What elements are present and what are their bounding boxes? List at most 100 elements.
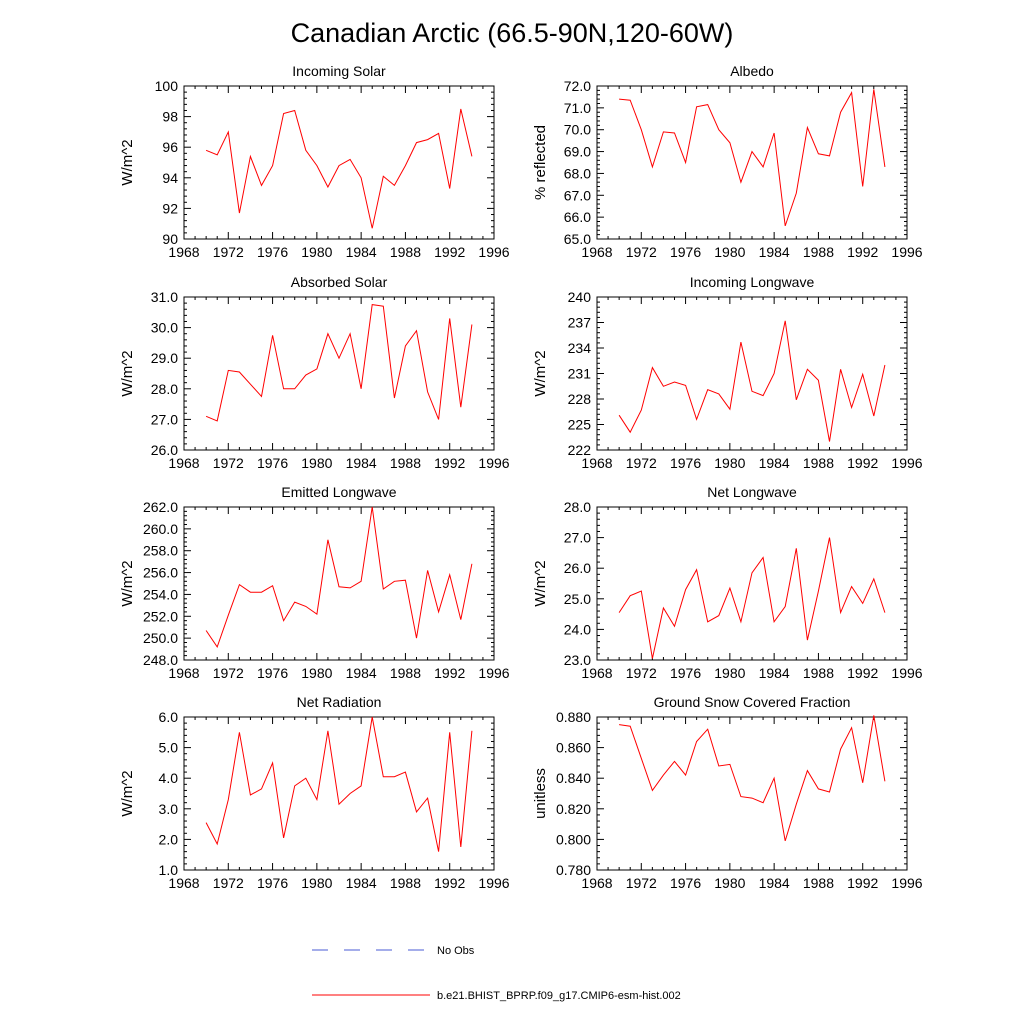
x-tick-label: 1984 xyxy=(346,875,377,891)
y-tick-label: 67.0 xyxy=(564,187,591,203)
x-tick-label: 1996 xyxy=(891,665,922,681)
x-tick-label: 1996 xyxy=(478,244,509,260)
series-line xyxy=(619,89,886,227)
y-tick-label: 258.0 xyxy=(143,543,178,559)
x-tick-label: 1992 xyxy=(847,455,878,471)
y-tick-label: 65.0 xyxy=(564,231,591,247)
y-tick-label: 27.0 xyxy=(151,411,178,427)
y-tick-label: 23.0 xyxy=(564,652,591,668)
plot-frame xyxy=(596,716,908,871)
x-tick-label: 1980 xyxy=(301,455,332,471)
y-tick-label: 24.0 xyxy=(564,621,591,637)
y-tick-label: 92 xyxy=(162,200,178,216)
plot-frame xyxy=(596,296,908,451)
x-tick-label: 1968 xyxy=(168,665,199,681)
x-tick-label: 1984 xyxy=(759,875,790,891)
x-tick-label: 1968 xyxy=(168,455,199,471)
plot-frame xyxy=(596,85,908,240)
series-line xyxy=(618,537,886,659)
panel-title: Net Longwave xyxy=(707,484,797,500)
x-tick-label: 1988 xyxy=(803,244,834,260)
legend: No Obs b.e21.BHIST_BPRP.f09_g17.CMIP6-es… xyxy=(312,945,681,1002)
x-tick-label: 1988 xyxy=(803,665,834,681)
x-tick-label: 1976 xyxy=(257,244,288,260)
x-tick-label: 1988 xyxy=(803,875,834,891)
x-tick-label: 1992 xyxy=(847,244,878,260)
x-tick-label: 1984 xyxy=(759,244,790,260)
x-tick-label: 1972 xyxy=(213,455,244,471)
y-tick-label: 72.0 xyxy=(564,78,591,94)
panel-title: Incoming Longwave xyxy=(690,274,815,290)
x-tick-label: 1996 xyxy=(478,875,509,891)
x-tick-label: 1968 xyxy=(581,455,612,471)
x-tick-label: 1988 xyxy=(803,455,834,471)
y-tick-label: 90 xyxy=(162,231,178,247)
x-tick-label: 1968 xyxy=(168,244,199,260)
x-tick-label: 1992 xyxy=(434,244,465,260)
x-tick-label: 1992 xyxy=(847,875,878,891)
y-tick-label: 25.0 xyxy=(564,591,591,607)
x-tick-label: 1996 xyxy=(478,455,509,471)
x-tick-label: 1996 xyxy=(891,875,922,891)
y-tick-label: 222 xyxy=(568,442,592,458)
x-tick-label: 1980 xyxy=(714,875,745,891)
x-tick-label: 1988 xyxy=(390,665,421,681)
x-tick-label: 1984 xyxy=(346,455,377,471)
y-tick-label: 256.0 xyxy=(143,565,178,581)
plot-frame xyxy=(596,506,908,661)
legend-model-label: b.e21.BHIST_BPRP.f09_g17.CMIP6-esm-hist.… xyxy=(437,990,681,1002)
x-tick-label: 1988 xyxy=(390,455,421,471)
x-tick-label: 1984 xyxy=(759,665,790,681)
y-tick-label: 3.0 xyxy=(159,801,179,817)
panel-6: Net Longwave W/m^2 1968 1972 1976 1980 1984 198… xyxy=(532,484,923,681)
y-tick-label: 0.880 xyxy=(556,709,591,725)
y-tick-label: 0.840 xyxy=(556,770,591,786)
y-axis-label: W/m^2 xyxy=(119,770,136,816)
y-axis-label: unitless xyxy=(532,768,549,819)
y-tick-label: 0.800 xyxy=(556,831,591,847)
x-tick-label: 1980 xyxy=(301,665,332,681)
panel-2: Albedo % reflected 1968 1972 1976 1980 1984 198… xyxy=(532,63,923,260)
y-tick-label: 0.820 xyxy=(556,801,591,817)
x-tick-label: 1984 xyxy=(346,665,377,681)
x-tick-label: 1996 xyxy=(891,244,922,260)
x-tick-label: 1996 xyxy=(891,455,922,471)
x-tick-label: 1984 xyxy=(346,244,377,260)
x-tick-label: 1996 xyxy=(478,665,509,681)
y-axis-label: % reflected xyxy=(532,125,549,200)
y-axis-label: W/m^2 xyxy=(532,560,549,606)
y-axis-label: W/m^2 xyxy=(119,560,136,606)
y-tick-label: 260.0 xyxy=(143,521,178,537)
y-tick-label: 240 xyxy=(568,289,592,305)
y-tick-label: 234 xyxy=(568,340,592,356)
y-tick-label: 28.0 xyxy=(564,499,591,515)
x-tick-label: 1972 xyxy=(626,875,657,891)
y-tick-label: 254.0 xyxy=(143,586,178,602)
y-tick-label: 2.0 xyxy=(159,831,179,847)
plot-frame xyxy=(183,85,495,240)
y-tick-label: 94 xyxy=(162,170,178,186)
y-tick-label: 228 xyxy=(568,391,592,407)
x-tick-label: 1992 xyxy=(434,665,465,681)
x-tick-label: 1976 xyxy=(670,455,701,471)
series-line xyxy=(205,304,473,422)
series-line xyxy=(205,506,473,649)
y-tick-label: 96 xyxy=(162,139,178,155)
panel-title: Emitted Longwave xyxy=(281,484,396,500)
x-tick-label: 1980 xyxy=(714,455,745,471)
y-tick-label: 66.0 xyxy=(564,209,591,225)
y-tick-label: 31.0 xyxy=(151,289,178,305)
y-tick-label: 30.0 xyxy=(151,320,178,336)
panel-4: Incoming Longwave W/m^2 1968 1972 1976 1980 19… xyxy=(532,274,923,471)
x-tick-label: 1980 xyxy=(301,244,332,260)
y-tick-label: 4.0 xyxy=(159,770,179,786)
y-tick-label: 0.860 xyxy=(556,740,591,756)
x-tick-label: 1992 xyxy=(434,875,465,891)
panel-1: Incoming Solar W/m^2 1968 1972 1976 1980 1984 1… xyxy=(119,63,510,260)
y-tick-label: 28.0 xyxy=(151,381,178,397)
y-tick-label: 1.0 xyxy=(159,862,179,878)
x-tick-label: 1968 xyxy=(581,665,612,681)
x-tick-label: 1988 xyxy=(390,875,421,891)
plot-frame xyxy=(183,716,495,871)
